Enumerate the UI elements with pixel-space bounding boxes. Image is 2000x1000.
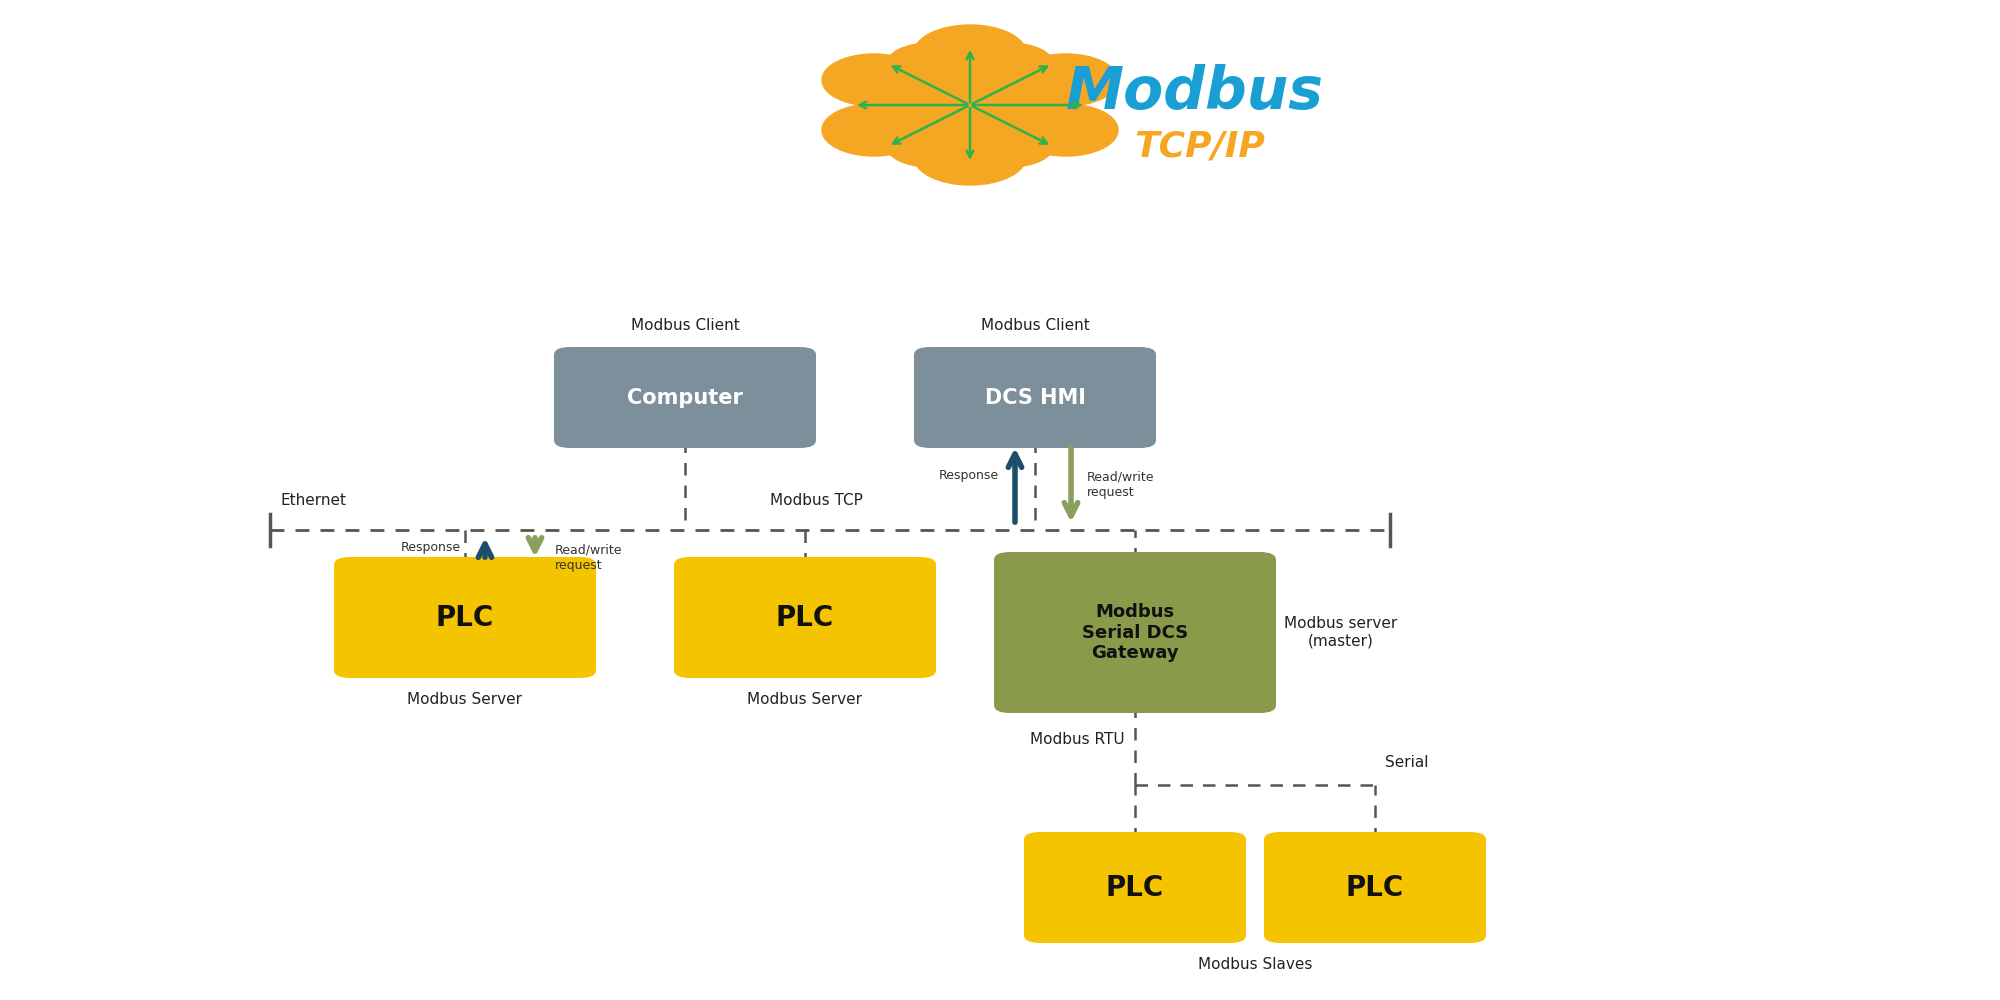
FancyBboxPatch shape: [674, 557, 936, 678]
Circle shape: [966, 123, 1054, 167]
Text: Read/write
request: Read/write request: [554, 544, 622, 572]
FancyBboxPatch shape: [1024, 832, 1246, 943]
Circle shape: [1014, 54, 1118, 106]
Circle shape: [900, 70, 1040, 140]
Text: Serial: Serial: [1384, 755, 1428, 770]
Circle shape: [980, 80, 1080, 130]
Circle shape: [966, 43, 1054, 87]
Text: PLC: PLC: [436, 603, 494, 632]
Text: Modbus: Modbus: [1066, 64, 1324, 121]
Text: PLC: PLC: [1106, 874, 1164, 902]
Text: Modbus Server: Modbus Server: [748, 692, 862, 707]
Text: Modbus RTU: Modbus RTU: [1030, 732, 1124, 748]
Text: TCP/IP: TCP/IP: [1134, 130, 1266, 164]
Circle shape: [914, 129, 1026, 185]
Circle shape: [914, 25, 1026, 81]
Text: Modbus Slaves: Modbus Slaves: [1198, 957, 1312, 972]
Text: Modbus TCP: Modbus TCP: [770, 493, 862, 508]
Circle shape: [886, 123, 974, 167]
FancyBboxPatch shape: [994, 552, 1276, 713]
Text: Modbus server
(master): Modbus server (master): [1284, 616, 1398, 649]
Text: Modbus Client: Modbus Client: [630, 318, 740, 333]
FancyBboxPatch shape: [1264, 832, 1486, 943]
Text: Modbus Server: Modbus Server: [408, 692, 522, 707]
Text: Read/write
request: Read/write request: [1088, 471, 1154, 499]
Text: Modbus Client: Modbus Client: [980, 318, 1090, 333]
Text: Ethernet: Ethernet: [280, 493, 346, 508]
FancyBboxPatch shape: [554, 347, 816, 448]
Circle shape: [1014, 104, 1118, 156]
Text: PLC: PLC: [1346, 874, 1404, 902]
Text: Response: Response: [400, 541, 460, 554]
Circle shape: [860, 80, 960, 130]
Text: DCS HMI: DCS HMI: [984, 387, 1086, 408]
Text: PLC: PLC: [776, 603, 834, 632]
Text: Computer: Computer: [628, 387, 742, 408]
FancyBboxPatch shape: [334, 557, 596, 678]
Text: Response: Response: [938, 468, 1000, 482]
Circle shape: [886, 43, 974, 87]
Circle shape: [822, 104, 926, 156]
Circle shape: [822, 54, 926, 106]
FancyBboxPatch shape: [914, 347, 1156, 448]
Text: Modbus
Serial DCS
Gateway: Modbus Serial DCS Gateway: [1082, 603, 1188, 662]
